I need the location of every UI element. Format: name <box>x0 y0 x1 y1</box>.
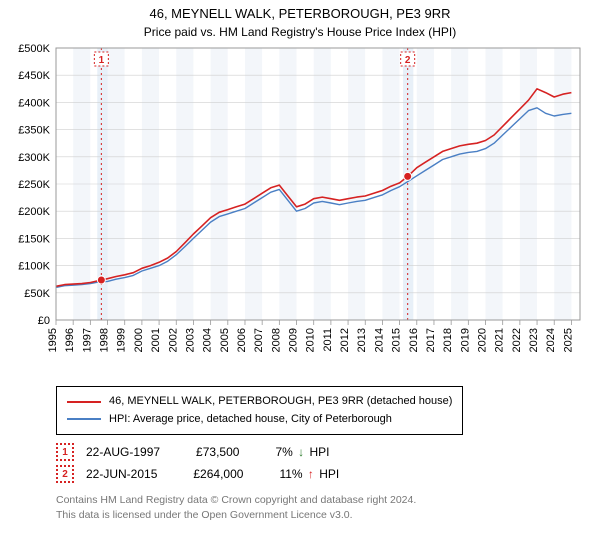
svg-text:£350K: £350K <box>18 125 50 137</box>
sale-row: 2 22-JUN-2015 £264,000 11% ↑ HPI <box>56 465 600 483</box>
sale-date: 22-JUN-2015 <box>86 467 157 481</box>
svg-text:2019: 2019 <box>459 328 471 352</box>
svg-text:£500K: £500K <box>18 43 50 55</box>
svg-text:2013: 2013 <box>356 328 368 352</box>
arrow-icon: ↑ <box>308 467 314 481</box>
svg-text:£450K: £450K <box>18 70 50 82</box>
sale-vs-hpi: 11% ↑ HPI <box>279 467 339 481</box>
svg-text:2011: 2011 <box>322 328 334 352</box>
svg-text:2: 2 <box>405 55 411 66</box>
svg-text:£200K: £200K <box>18 206 50 218</box>
svg-text:2008: 2008 <box>270 328 282 352</box>
svg-text:2021: 2021 <box>494 328 506 352</box>
svg-text:2022: 2022 <box>511 328 523 352</box>
svg-text:2004: 2004 <box>202 328 214 352</box>
svg-text:2000: 2000 <box>133 328 145 352</box>
sales-events: 1 22-AUG-1997 £73,500 7% ↓ HPI 2 22-JUN-2015 £… <box>0 443 600 483</box>
sale-price: £264,000 <box>193 467 243 481</box>
svg-text:£150K: £150K <box>18 233 50 245</box>
svg-text:1998: 1998 <box>99 328 111 352</box>
sale-date: 22-AUG-1997 <box>86 445 160 459</box>
sale-vs-hpi: 7% ↓ HPI <box>275 445 329 459</box>
svg-text:1995: 1995 <box>47 328 59 352</box>
legend-swatch <box>67 401 101 403</box>
svg-text:£50K: £50K <box>24 288 50 300</box>
svg-text:2012: 2012 <box>339 328 351 352</box>
svg-text:2015: 2015 <box>391 328 403 352</box>
svg-text:2025: 2025 <box>562 328 574 352</box>
svg-text:£250K: £250K <box>18 179 50 191</box>
legend-label: HPI: Average price, detached house, City… <box>109 411 392 429</box>
svg-text:2006: 2006 <box>236 328 248 352</box>
svg-text:2016: 2016 <box>408 328 420 352</box>
footer: Contains HM Land Registry data © Crown c… <box>56 493 600 522</box>
svg-text:2010: 2010 <box>305 328 317 352</box>
legend-swatch <box>67 418 101 420</box>
svg-text:Price paid vs. HM Land Registr: Price paid vs. HM Land Registry's House … <box>144 25 456 39</box>
sale-row: 1 22-AUG-1997 £73,500 7% ↓ HPI <box>56 443 600 461</box>
svg-text:2017: 2017 <box>425 328 437 352</box>
sale-marker: 1 <box>56 443 74 461</box>
svg-text:2020: 2020 <box>477 328 489 352</box>
svg-text:£300K: £300K <box>18 152 50 164</box>
svg-text:2007: 2007 <box>253 328 265 352</box>
sale-price: £73,500 <box>196 445 239 459</box>
svg-text:2023: 2023 <box>528 328 540 352</box>
svg-text:1996: 1996 <box>64 328 76 352</box>
svg-text:2018: 2018 <box>442 328 454 352</box>
legend-label: 46, MEYNELL WALK, PETERBOROUGH, PE3 9RR … <box>109 393 452 411</box>
svg-text:£100K: £100K <box>18 261 50 273</box>
svg-text:2002: 2002 <box>167 328 179 352</box>
legend-row: 46, MEYNELL WALK, PETERBOROUGH, PE3 9RR … <box>67 393 452 411</box>
svg-text:2009: 2009 <box>288 328 300 352</box>
legend: 46, MEYNELL WALK, PETERBOROUGH, PE3 9RR … <box>56 386 463 435</box>
svg-text:£0: £0 <box>38 315 50 327</box>
price-chart: £0 £50K £100K £150K £200K £250K £300K £350K £400… <box>0 0 600 380</box>
svg-text:1: 1 <box>99 55 105 66</box>
arrow-icon: ↓ <box>298 445 304 459</box>
svg-text:2024: 2024 <box>545 328 557 352</box>
svg-text:46, MEYNELL WALK, PETERBOROUGH: 46, MEYNELL WALK, PETERBOROUGH, PE3 9RR <box>149 6 450 21</box>
svg-text:1999: 1999 <box>116 328 128 352</box>
footer-line2: This data is licensed under the Open Gov… <box>56 508 600 523</box>
svg-text:2005: 2005 <box>219 328 231 352</box>
svg-text:2003: 2003 <box>184 328 196 352</box>
footer-line1: Contains HM Land Registry data © Crown c… <box>56 493 600 508</box>
svg-text:2001: 2001 <box>150 328 162 352</box>
svg-text:2014: 2014 <box>373 328 385 352</box>
svg-text:1997: 1997 <box>81 328 93 352</box>
svg-text:£400K: £400K <box>18 97 50 109</box>
sale-marker: 2 <box>56 465 74 483</box>
legend-row: HPI: Average price, detached house, City… <box>67 411 452 429</box>
